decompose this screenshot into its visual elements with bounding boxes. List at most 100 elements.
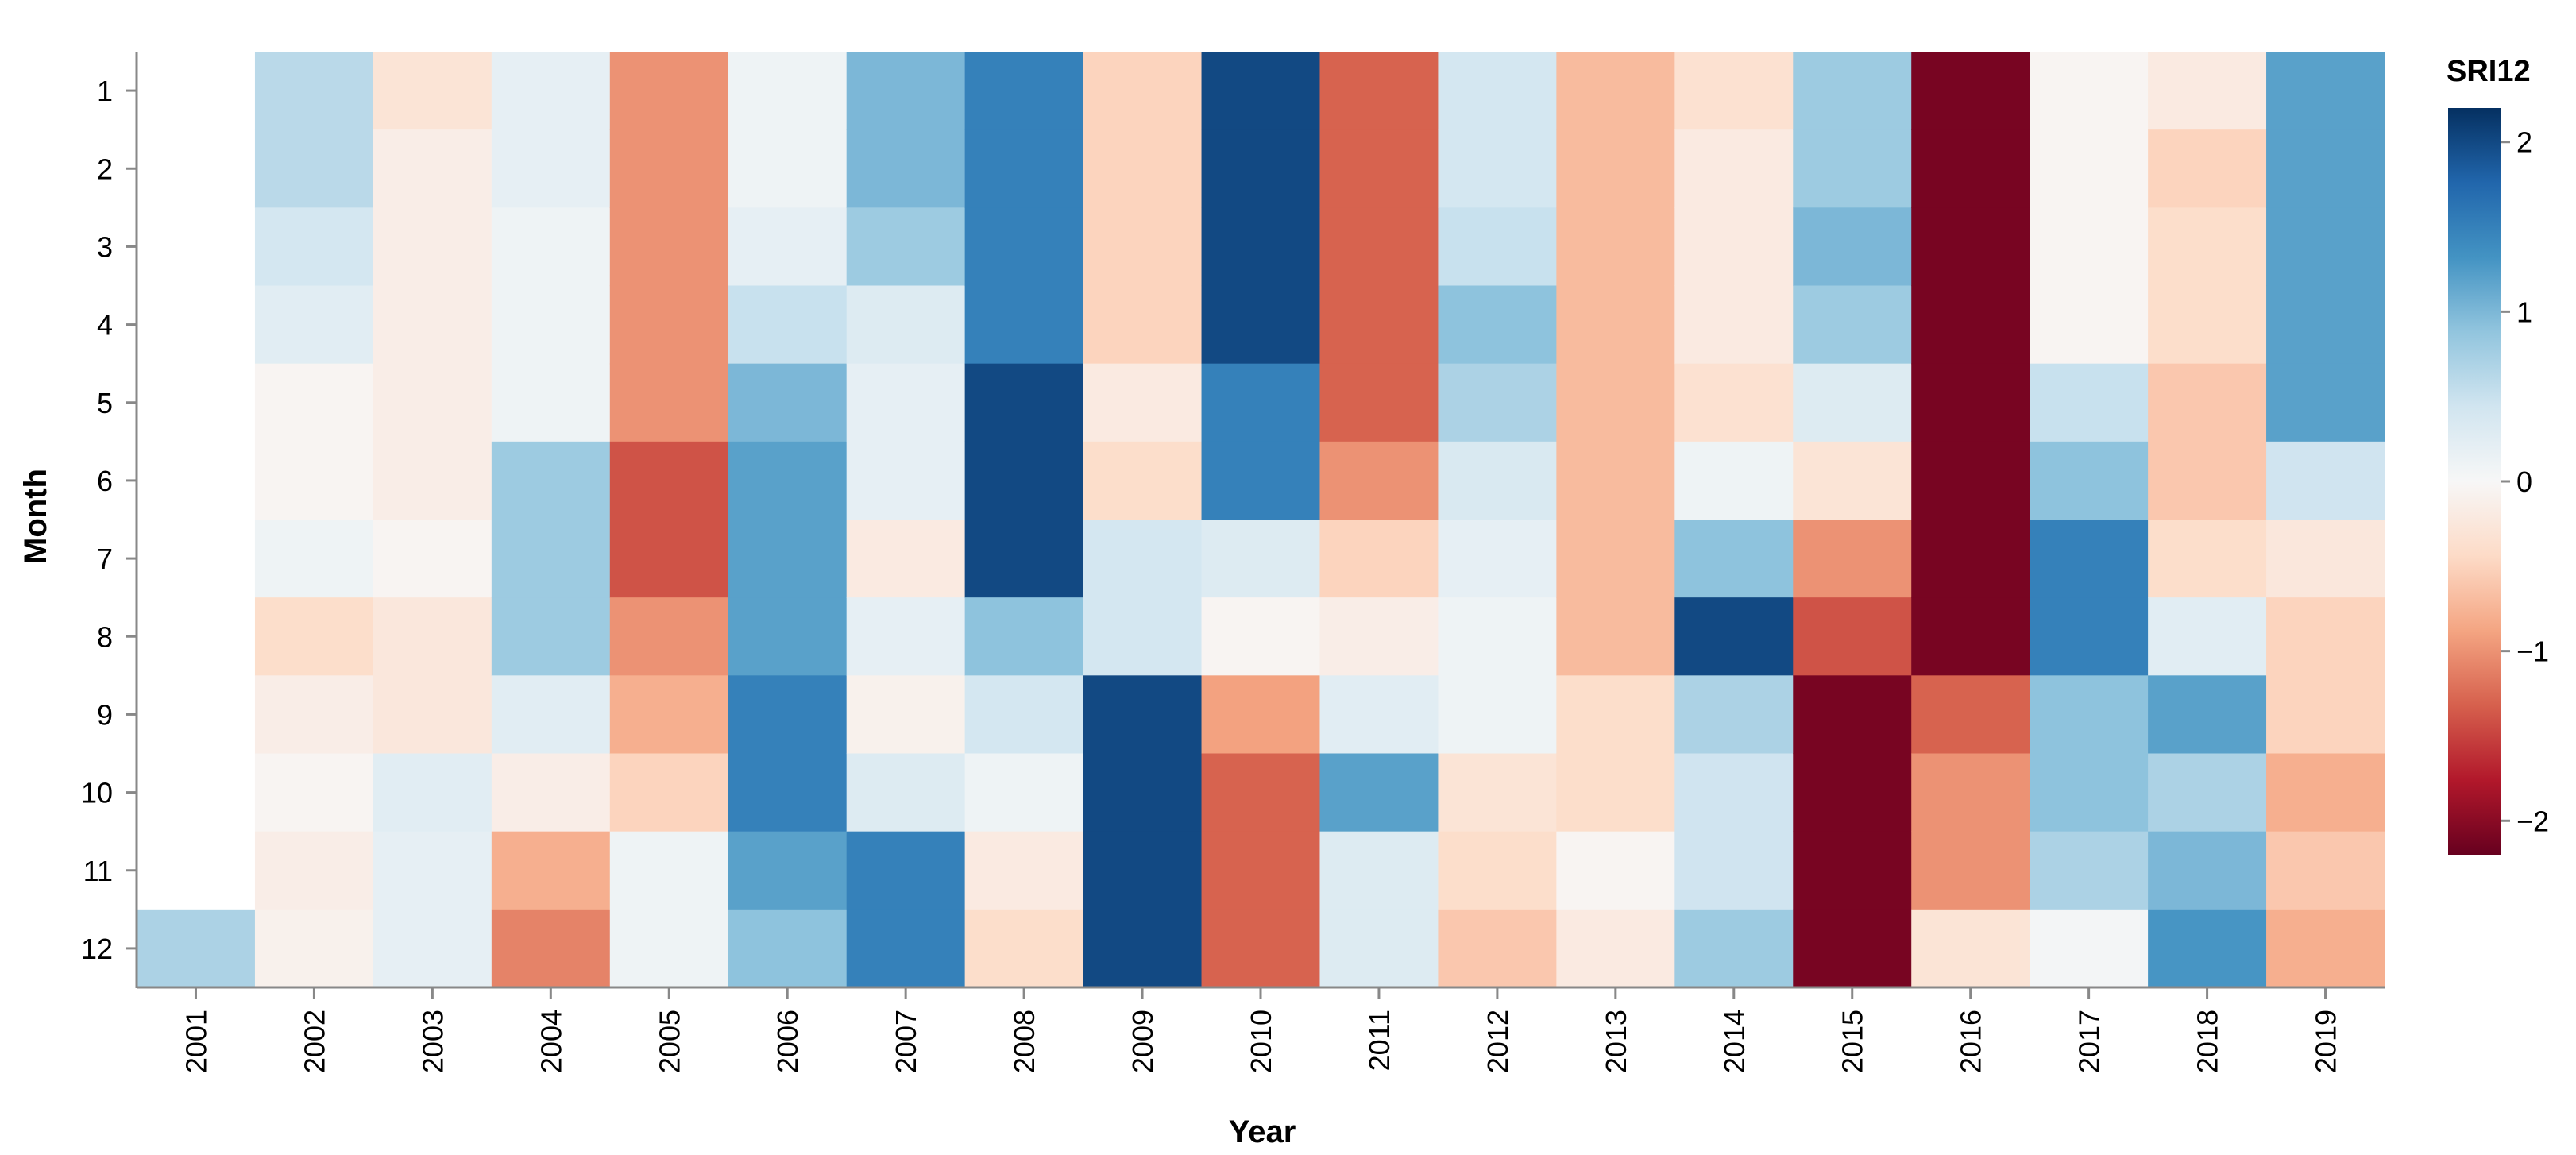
heatmap-cell bbox=[846, 675, 966, 755]
heatmap-cell bbox=[1556, 831, 1675, 910]
heatmap-cell bbox=[1438, 441, 1557, 520]
heatmap-cell bbox=[373, 753, 492, 832]
heatmap-cell bbox=[373, 363, 492, 442]
heatmap-cell bbox=[1793, 909, 1912, 988]
heatmap-cell bbox=[1201, 129, 1321, 208]
heatmap-cell bbox=[1083, 753, 1203, 832]
heatmap-cell bbox=[2266, 363, 2385, 442]
heatmap-cell bbox=[846, 363, 966, 442]
heatmap-cell bbox=[1911, 129, 2030, 208]
heatmap-cell bbox=[2030, 207, 2149, 287]
heatmap-cell bbox=[1438, 207, 1557, 287]
heatmap-cell bbox=[2148, 52, 2267, 130]
heatmap-cell bbox=[1201, 597, 1321, 676]
heatmap-cell bbox=[1438, 831, 1557, 910]
x-tick-label: 2011 bbox=[1363, 1010, 1396, 1071]
heatmap-cell bbox=[728, 520, 848, 598]
heatmap-cell bbox=[491, 520, 611, 598]
heatmap-cell bbox=[1319, 441, 1439, 520]
x-tick-label: 2017 bbox=[2073, 1010, 2106, 1073]
heatmap-cell bbox=[1083, 363, 1203, 442]
heatmap-cell bbox=[728, 597, 848, 676]
heatmap-cell bbox=[728, 52, 848, 130]
heatmap-cell bbox=[609, 52, 729, 130]
heatmap-cell bbox=[137, 909, 256, 988]
x-tick-label: 2016 bbox=[1955, 1010, 1987, 1073]
heatmap-cell bbox=[1793, 129, 1912, 208]
heatmap-cell bbox=[1556, 207, 1675, 287]
heatmap-cell bbox=[728, 675, 848, 755]
heatmap-cell bbox=[1793, 363, 1912, 442]
heatmap-cell bbox=[373, 597, 492, 676]
heatmap-cell bbox=[1674, 909, 1794, 988]
x-tick-label: 2005 bbox=[653, 1010, 686, 1073]
heatmap-cell bbox=[2266, 285, 2385, 365]
y-tick-label: 3 bbox=[97, 230, 113, 263]
heatmap-cell bbox=[1556, 909, 1675, 988]
heatmap-cell bbox=[2148, 363, 2267, 442]
heatmap-cell bbox=[1793, 285, 1912, 365]
x-tick-label: 2012 bbox=[1481, 1010, 1514, 1073]
heatmap-cell bbox=[2030, 675, 2149, 755]
heatmap-cell bbox=[964, 675, 1084, 755]
y-tick-label: 7 bbox=[97, 543, 113, 575]
heatmap-cell bbox=[1319, 675, 1439, 755]
heatmap-cell bbox=[1201, 520, 1321, 598]
legend-tick-label: −1 bbox=[2516, 635, 2549, 668]
heatmap-cell bbox=[373, 441, 492, 520]
heatmap-cell bbox=[1319, 52, 1439, 130]
heatmap-cell bbox=[964, 363, 1084, 442]
heatmap-cell bbox=[1438, 597, 1557, 676]
y-tick-label: 9 bbox=[97, 698, 113, 731]
heatmap-cell bbox=[254, 363, 374, 442]
heatmap-cell bbox=[1083, 909, 1203, 988]
heatmap-cell bbox=[2030, 753, 2149, 832]
heatmap-cell bbox=[491, 52, 611, 130]
heatmap-cell bbox=[491, 363, 611, 442]
heatmap-cell bbox=[2148, 129, 2267, 208]
heatmap-cell bbox=[846, 285, 966, 365]
heatmap-cell bbox=[1911, 909, 2030, 988]
heatmap-cell bbox=[1319, 597, 1439, 676]
heatmap-cell bbox=[1674, 285, 1794, 365]
heatmap-cell bbox=[964, 597, 1084, 676]
heatmap-cell bbox=[491, 129, 611, 208]
x-tick-label: 2008 bbox=[1008, 1010, 1041, 1073]
heatmap-cell bbox=[1201, 363, 1321, 442]
heatmap-cell bbox=[1438, 909, 1557, 988]
heatmap-cell bbox=[1674, 441, 1794, 520]
heatmap-cell bbox=[1201, 441, 1321, 520]
heatmap-cell bbox=[846, 520, 966, 598]
x-axis-title: Year bbox=[1229, 1114, 1296, 1149]
legend-title: SRI12 bbox=[2447, 55, 2531, 88]
heatmap-cell bbox=[2148, 207, 2267, 287]
x-tick-label: 2006 bbox=[771, 1010, 804, 1073]
heatmap-cell bbox=[1438, 675, 1557, 755]
heatmap-cell bbox=[1319, 909, 1439, 988]
heatmap-cell bbox=[1793, 441, 1912, 520]
x-tick-label: 2001 bbox=[180, 1010, 212, 1073]
heatmap-cell bbox=[491, 831, 611, 910]
heatmap-cell bbox=[609, 441, 729, 520]
heatmap-cell bbox=[609, 831, 729, 910]
heatmap-cell bbox=[964, 129, 1084, 208]
heatmap-cell bbox=[846, 597, 966, 676]
heatmap-cell bbox=[728, 285, 848, 365]
heatmap-cell bbox=[728, 753, 848, 832]
heatmap-cell bbox=[1319, 520, 1439, 598]
y-tick-label: 1 bbox=[97, 75, 113, 107]
x-tick-label: 2004 bbox=[535, 1010, 567, 1073]
heatmap-cell bbox=[2148, 675, 2267, 755]
heatmap-cell bbox=[373, 129, 492, 208]
heatmap-cell bbox=[254, 207, 374, 287]
legend-tick-label: 0 bbox=[2516, 465, 2532, 498]
heatmap-cell bbox=[609, 285, 729, 365]
heatmap-cell bbox=[846, 831, 966, 910]
heatmap-cell bbox=[1556, 285, 1675, 365]
y-tick-label: 12 bbox=[81, 933, 113, 965]
heatmap-cell bbox=[1911, 597, 2030, 676]
heatmap-cell bbox=[2148, 441, 2267, 520]
heatmap-cell bbox=[1674, 831, 1794, 910]
heatmap-cell bbox=[1911, 831, 2030, 910]
